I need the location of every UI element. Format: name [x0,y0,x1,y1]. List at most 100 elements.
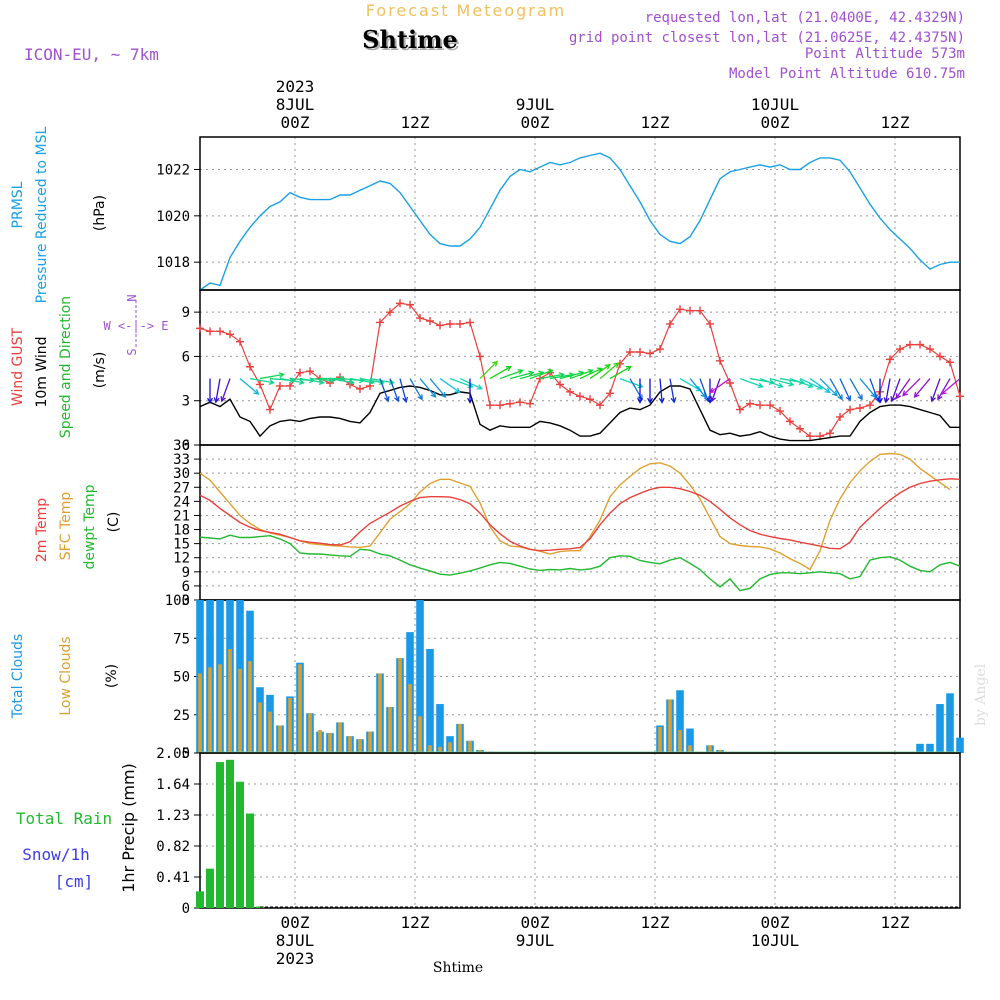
time-label-top: 2023 [276,77,315,96]
total-cloud-bar [946,693,954,753]
grid-point-coords: grid point closest lon,lat (21.0625E, 42… [569,30,965,46]
gust-marker [926,345,934,354]
wind-arrow-shaft [329,377,354,384]
wind-speed-line [199,385,960,442]
wind-arrow [647,378,653,404]
wind-arrow-shaft [699,378,709,402]
wind-arrow [689,378,707,398]
wind-arrow-head [788,380,795,387]
wind-arrow [489,365,512,380]
wind-arrow [739,377,764,389]
wind-arrow [259,372,285,380]
gust-marker [646,349,654,358]
wind-arrow-head [807,382,814,389]
gust-marker [696,306,704,315]
wind-arrow [809,378,831,394]
wind-arrow [459,377,483,390]
wind-arrow [239,378,260,395]
gust-marker [866,401,874,410]
wind-arrow-head [384,396,390,403]
wind-arrow-head [709,387,716,394]
gust-marker [436,321,444,330]
low-cloud-bar [478,749,482,753]
wind-arrow-shaft [689,378,706,398]
wind-arrow-head [704,396,710,403]
wind-arrow-head [937,394,943,401]
gust-marker [206,327,214,336]
gust-marker [946,358,954,367]
temp-ytick-label: 24 [173,494,190,510]
gust-marker [886,355,894,364]
wind-arrow [279,377,305,385]
low-cloud-bar [348,736,352,753]
wind-arrow-shaft [499,369,523,380]
temp-ytick-label: 21 [173,508,190,524]
watermark: by Angel [973,663,989,726]
wind-arrow-shaft [839,378,851,401]
gust-marker [456,319,464,328]
gust-marker [586,395,594,404]
wind-arrow [849,378,863,401]
gust-marker [476,352,484,361]
wind-arrow [839,378,852,402]
wind-arrow-shaft [349,377,374,384]
wind-arrow-shaft [759,377,783,388]
total-cloud-bar [426,648,434,753]
wind-arrow-shaft [489,366,512,380]
wind-arrow-shaft [679,378,702,392]
wind-arrow-head [613,362,620,369]
wind-arrow-shaft [569,369,593,380]
wind-arrow [509,370,535,380]
low-cloud-bar [458,723,462,753]
wind-arrow-head [874,396,880,403]
wind-arrow [669,378,677,404]
wind-arrow-head [824,387,831,394]
wind-arrow [499,368,524,380]
pressure-frame [199,136,961,291]
gust-marker [246,362,254,371]
wind-arrow-head [207,397,213,404]
low-cloud-bar [678,730,682,753]
wind-arrow-shaft [239,378,259,395]
wind-arrow-shaft [359,377,384,384]
gust-marker [556,380,564,389]
precip-ytick-label: 0.82 [156,839,190,855]
wind-arrow [213,378,221,404]
wind-arrow-head [430,391,437,398]
gust-marker [856,404,864,413]
wind-arrow [569,368,594,380]
low-cloud-bar [198,673,202,753]
gust-marker [666,319,674,328]
precip-label-snow: Snow/1h [22,845,89,864]
wind-arrow [902,378,921,397]
clouds-ytick-label: 75 [173,631,190,647]
wind-arrow [529,368,554,380]
wind-arrow-head [220,396,226,403]
wind-arrow-head [278,372,285,379]
wind-arrow-shaft [819,378,838,397]
wind-arrow-shaft [829,378,843,400]
wind-arrow-head [587,368,594,375]
wind-arrow-head [670,397,677,404]
low-cloud-bar [658,726,662,753]
wind-frame [199,289,961,446]
precip-unit: 1hr Precip (mm) [119,763,138,893]
pressure-line [199,152,960,291]
wind-arrow [419,378,437,398]
wind-arrow [329,377,355,385]
wind-arrow-shaft [809,378,831,393]
gust-marker [826,429,834,438]
wind-arrow-head [658,397,665,404]
wind-arrow [940,378,961,395]
low-cloud-bar [258,702,262,753]
low-cloud-bar [238,668,242,753]
wind-arrow-shaft [885,378,891,403]
wind-arrow-shaft [215,378,221,403]
clouds-ytick-label: 100 [165,593,190,609]
low-cloud-bar [228,648,232,753]
gust-marker [266,405,274,414]
temp-label-sfc: SFC Temp [58,492,74,561]
gust-marker [566,387,574,396]
wind-panel: 0 3 6 9 [182,289,964,454]
